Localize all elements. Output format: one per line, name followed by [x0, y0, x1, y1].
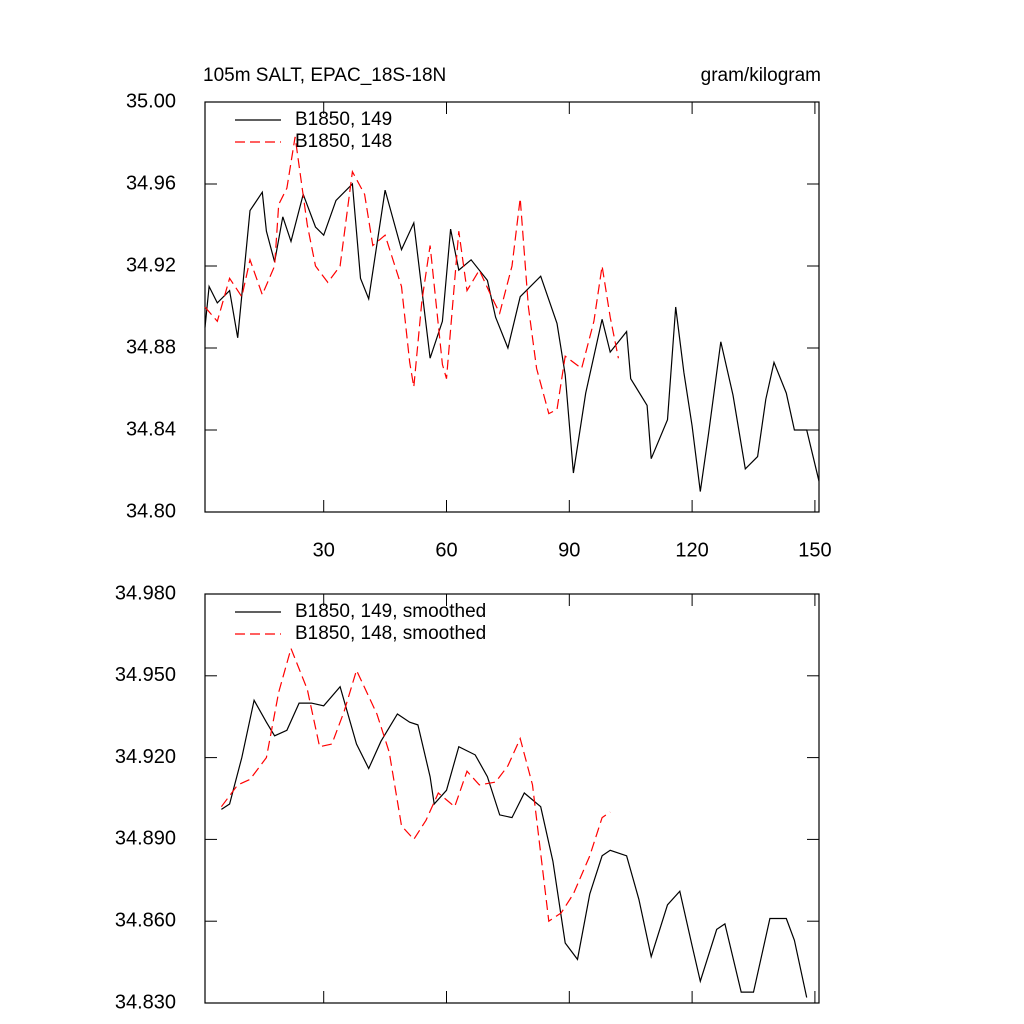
series-line — [204, 182, 820, 492]
series-line — [221, 685, 808, 998]
y-tick-label: 34.92 — [126, 254, 176, 276]
plot-frame — [204, 593, 820, 1004]
y-tick-label: 34.890 — [115, 828, 176, 850]
legend-label: B1850, 149, smoothed — [295, 601, 486, 622]
y-tick-label: 34.980 — [115, 582, 176, 604]
y-tick-label: 34.84 — [126, 418, 176, 440]
y-tick-label: 34.860 — [115, 909, 176, 931]
chart-title: 105m SALT, EPAC_18S-18N — [203, 65, 446, 86]
x-tick-label: 90 — [558, 539, 580, 561]
y-tick-label: 34.950 — [115, 664, 176, 686]
x-tick-label: 120 — [675, 539, 708, 561]
x-tick-label: 30 — [313, 539, 335, 561]
y-tick-label: 34.88 — [126, 336, 176, 358]
legend-label: B1850, 149 — [295, 109, 392, 130]
plot-frame — [204, 101, 820, 513]
series-line — [220, 646, 611, 923]
x-tick-label: 60 — [435, 539, 457, 561]
y-tick-label: 34.80 — [126, 500, 176, 522]
series-line — [204, 136, 619, 415]
legend-label: B1850, 148, smoothed — [295, 623, 486, 644]
y-tick-label: 34.96 — [126, 172, 176, 194]
y-tick-label: 35.00 — [126, 90, 176, 112]
y-tick-label: 34.920 — [115, 746, 176, 768]
x-tick-label: 150 — [798, 539, 831, 561]
units-label: gram/kilogram — [701, 65, 821, 86]
y-tick-label: 34.830 — [115, 991, 176, 1013]
legend-label: B1850, 148 — [295, 131, 392, 152]
